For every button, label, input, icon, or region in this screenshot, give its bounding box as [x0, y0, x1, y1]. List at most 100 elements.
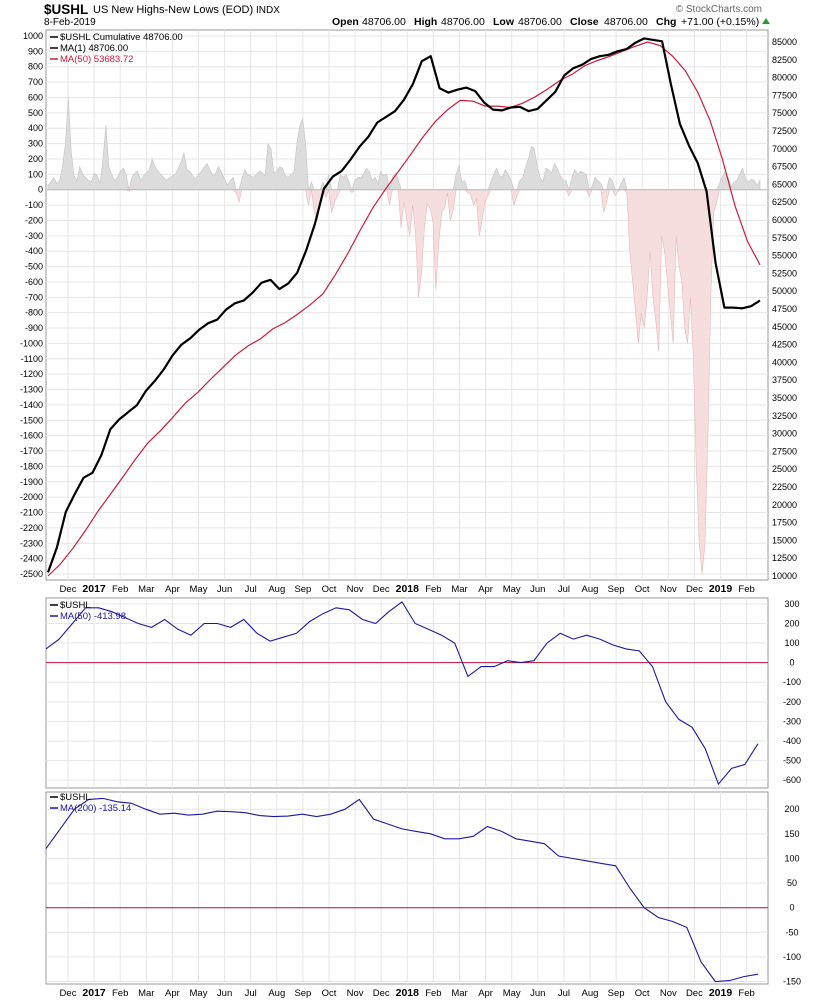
x-tick-label: May	[503, 988, 521, 999]
x-tick-label: Dec	[373, 988, 390, 999]
right-axis-tick: -150	[783, 977, 801, 987]
ma50-series-line	[45, 601, 759, 786]
right-axis-tick: 57500	[772, 233, 797, 243]
left-axis-tick: -2100	[20, 508, 43, 518]
right-axis-tick: 75000	[772, 108, 797, 118]
left-axis-tick: 1000	[23, 31, 43, 41]
left-axis-tick: 500	[28, 108, 43, 118]
x-tick-label: 2019	[709, 583, 733, 595]
x-tick-label: 2017	[82, 987, 106, 999]
x-tick-label: Feb	[425, 988, 441, 999]
up-arrow-icon	[762, 18, 770, 24]
right-axis-tick: 12500	[772, 553, 797, 563]
right-axis-tick: 45000	[772, 322, 797, 332]
x-tick-label: Mar	[451, 988, 467, 999]
right-axis-tick: 52500	[772, 268, 797, 278]
right-axis-tick: -100	[783, 677, 801, 687]
right-axis-tick: 0	[789, 903, 794, 913]
right-axis-tick: -400	[783, 736, 801, 746]
x-tick-label: Sep	[608, 988, 625, 999]
right-axis-tick: 40000	[772, 357, 797, 367]
low-value: 48706.00	[518, 16, 562, 28]
x-tick-label: May	[190, 988, 208, 999]
left-axis-tick: -900	[25, 323, 43, 333]
right-axis-tick: 65000	[772, 179, 797, 189]
x-tick-label: Aug	[582, 584, 599, 595]
x-tick-label: Apr	[165, 584, 180, 595]
x-tick-label: Nov	[347, 988, 364, 999]
x-tick-label: 2018	[396, 583, 420, 595]
open-value: 48706.00	[362, 16, 406, 28]
left-axis-tick: -1300	[20, 385, 43, 395]
left-axis-tick: 800	[28, 62, 43, 72]
ma200-series-line	[45, 797, 759, 983]
legend-entry: $USHL Cumulative 48706.00	[60, 32, 183, 43]
x-tick-label: 2019	[709, 987, 733, 999]
right-axis-tick: 50	[787, 878, 797, 888]
left-axis-tick: -1400	[20, 400, 43, 410]
left-axis-tick: -2000	[20, 492, 43, 502]
x-tick-label: Nov	[660, 988, 677, 999]
x-axis-labels: Dec 2017 Feb Mar Apr May Jun Jul Aug Sep Oct Nov Dec…	[60, 583, 755, 595]
legend-entry: $USHL	[60, 600, 91, 611]
right-axis-tick: 100	[784, 638, 799, 648]
x-tick-label: Jun	[217, 988, 232, 999]
left-axis-tick: -1700	[20, 446, 43, 456]
right-axis-tick: 15000	[772, 535, 797, 545]
right-axis-tick: 80000	[772, 73, 797, 83]
left-axis-tick: -2200	[20, 523, 43, 533]
left-axis-tick: -1900	[20, 477, 43, 487]
right-axis-tick: -100	[783, 952, 801, 962]
x-tick-label: Mar	[138, 584, 154, 595]
x-tick-label: Jun	[217, 584, 232, 595]
right-axis-tick: 82500	[772, 55, 797, 65]
left-axis-tick: 100	[28, 169, 43, 179]
left-axis-tick: 700	[28, 77, 43, 87]
right-axis-tick: 200	[784, 618, 799, 628]
low-label: Low	[493, 16, 515, 28]
legend-entry: MA(200) -135.14	[60, 803, 131, 814]
right-axis-tick: -500	[783, 756, 801, 766]
x-tick-label: Apr	[478, 584, 493, 595]
right-axis-tick: 55000	[772, 251, 797, 261]
right-axis-tick: 300	[784, 599, 799, 609]
x-tick-label: Oct	[635, 988, 650, 999]
x-tick-label: Nov	[660, 584, 677, 595]
chart-date: 8-Feb-2019	[44, 17, 96, 28]
cumulative-line	[46, 37, 761, 573]
left-axis-tick: 0	[38, 185, 43, 195]
right-axis-tick: 22500	[772, 482, 797, 492]
x-tick-label: Oct	[635, 584, 650, 595]
x-tick-label: Sep	[294, 584, 311, 595]
x-tick-label: Aug	[268, 584, 285, 595]
right-axis-tick: 60000	[772, 215, 797, 225]
close-label: Close	[570, 16, 599, 28]
x-tick-label: 2017	[82, 583, 106, 595]
ohlc-readout: Open 48706.00 High 48706.00 Low 48706.00…	[332, 16, 770, 28]
right-axis-tick: 70000	[772, 144, 797, 154]
right-axis-tick: -200	[783, 697, 801, 707]
right-axis-tick: 67500	[772, 162, 797, 172]
left-axis-tick: -2300	[20, 538, 43, 548]
left-axis-tick: -500	[25, 262, 43, 272]
right-axis-tick: -300	[783, 716, 801, 726]
left-axis-tick: -700	[25, 292, 43, 302]
right-axis-tick: 72500	[772, 126, 797, 136]
right-axis-tick: 0	[789, 658, 794, 668]
x-tick-label: Aug	[582, 988, 599, 999]
right-axis-tick: 27500	[772, 446, 797, 456]
right-axis-tick: 17500	[772, 518, 797, 528]
right-axis-tick: 150	[784, 829, 799, 839]
x-tick-label: Dec	[60, 988, 77, 999]
x-axis-labels: Dec 2017 Feb Mar Apr May Jun Jul Aug Sep Oct Nov Dec…	[60, 987, 755, 999]
left-axis-tick: -200	[25, 215, 43, 225]
x-tick-label: Jul	[558, 988, 570, 999]
left-axis-tick: -300	[25, 231, 43, 241]
right-axis-tick: 200	[784, 804, 799, 814]
x-tick-label: Dec	[60, 584, 77, 595]
x-tick-label: Feb	[738, 584, 754, 595]
right-axis-tick: 25000	[772, 464, 797, 474]
x-tick-label: Jul	[245, 988, 257, 999]
exchange: INDX	[256, 5, 280, 16]
x-tick-label: Dec	[686, 988, 703, 999]
